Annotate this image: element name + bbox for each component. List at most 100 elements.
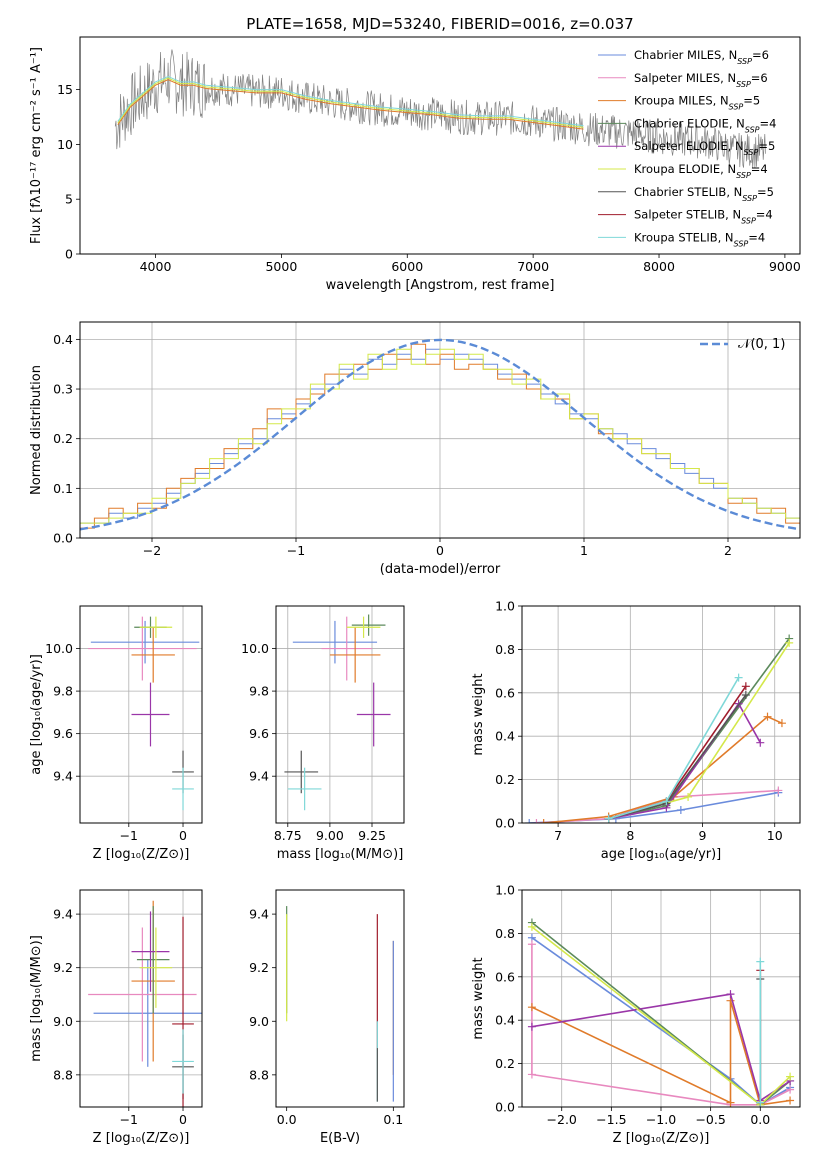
x-tick-label: 0.0 (277, 1112, 297, 1127)
data-point (527, 1070, 536, 1079)
x-tick-label: 8 (626, 828, 634, 843)
y-tick-label: 10.0 (45, 641, 73, 656)
model-fit-line (117, 79, 584, 130)
x-tick-label: −1 (287, 543, 305, 558)
axes-frame (521, 605, 801, 824)
y-tick-label: 10.0 (241, 641, 269, 656)
errorbar-point (93, 959, 202, 1067)
data-point (726, 1098, 735, 1107)
x-tick-label: 8000 (643, 259, 675, 274)
y-tick-label: 0.8 (495, 926, 515, 941)
data-point (527, 922, 536, 931)
x-tick-label: −1 (120, 828, 138, 843)
errorbar-point (131, 627, 175, 683)
legend-label: Kroupa MILES, NSSP=5 (634, 94, 760, 112)
legend-label: Chabrier MILES, NSSP=6 (634, 48, 769, 66)
legend-label: Salpeter ELODIE, NSSP=5 (634, 139, 775, 157)
series-line (608, 642, 790, 820)
x-tick-label: 10 (767, 828, 783, 843)
data-point (734, 673, 743, 682)
data-point (532, 819, 541, 823)
x-axis-label: (data-model)/error (380, 562, 501, 577)
y-tick-label: 0.2 (495, 1056, 515, 1071)
x-tick-label: 4000 (140, 259, 172, 274)
errorbar-point (292, 620, 378, 664)
data-point (726, 990, 735, 999)
panel-mass-vs-EBV: 0.0 0.1 8.8 9.0 9.2 9.4 E(B-V) (249, 889, 405, 1146)
x-tick-label: 9.00 (316, 828, 344, 843)
y-tick-label: 9.4 (249, 907, 269, 922)
errorbar-point (172, 767, 194, 811)
plot-area-residuals (80, 338, 800, 538)
y-tick-label: 9.0 (249, 1014, 269, 1029)
panel-age-vs-mass: 8.75 9.00 9.25 9.4 9.6 9.8 10.0 mass [log₁₀(M/M… (241, 605, 405, 862)
y-tick-label: 0.4 (495, 1013, 515, 1028)
errorbar-point (172, 1029, 194, 1094)
data-point (684, 792, 693, 801)
y-tick-label: 15 (57, 82, 73, 97)
legend-label: Chabrier ELODIE, NSSP=4 (634, 116, 776, 133)
x-tick-label: 9000 (769, 259, 801, 274)
normal-curve (80, 338, 800, 531)
panel-massweight-vs-age: 7 8 9 10 0.0 0.2 0.4 0.6 0.8 1.0 age [log₁₀(age/yr… (471, 599, 801, 862)
legend-label: 𝒩(0, 1) (738, 337, 785, 352)
errorbar-point (139, 927, 173, 1008)
x-axis-label: Z [log₁₀(Z/Z⊙)] (93, 1131, 190, 1146)
axes-frame (79, 605, 203, 824)
errorbar-point (88, 927, 197, 1062)
axes-frame (275, 889, 405, 1108)
x-tick-label: 8.75 (274, 828, 302, 843)
x-axis-label: mass [log₁₀(M/M⊙)] (277, 847, 404, 862)
errorbar-point (284, 750, 319, 794)
legend-label: Kroupa ELODIE, NSSP=4 (634, 162, 768, 180)
data-point (786, 1072, 795, 1081)
y-tick-label: 8.8 (53, 1067, 73, 1082)
x-tick-label: 7000 (517, 259, 549, 274)
data-point (539, 819, 548, 823)
series-line (531, 937, 791, 1106)
x-tick-label: 9 (699, 828, 707, 843)
y-tick-label: 9.8 (53, 684, 73, 699)
plot-area-age-vs-mass (284, 614, 391, 811)
data-point (741, 682, 750, 691)
x-tick-label: 2 (724, 543, 732, 558)
histogram-step (80, 348, 800, 538)
axes-frame (79, 889, 203, 1108)
y-tick-label: 9.2 (53, 960, 73, 975)
y-tick-label: 9.2 (249, 960, 269, 975)
y-tick-label: 0.3 (53, 382, 73, 397)
data-point (786, 1085, 795, 1094)
y-tick-label: 0.4 (495, 729, 515, 744)
x-tick-label: 9.25 (358, 828, 386, 843)
x-tick-label: 0.1 (383, 1112, 403, 1127)
data-point (756, 957, 765, 966)
data-point (604, 814, 613, 823)
data-point (756, 738, 765, 747)
y-tick-label: 9.4 (249, 769, 269, 784)
data-point (741, 690, 750, 699)
x-tick-label: −0.5 (695, 1112, 725, 1127)
legend: Chabrier MILES, NSSP=6 Salpeter MILES, NS… (598, 48, 776, 248)
x-tick-label: −1 (120, 1112, 138, 1127)
y-tick-label: 5 (65, 192, 73, 207)
axes-frame (79, 36, 801, 255)
y-tick-label: 0.0 (53, 531, 73, 546)
data-point (774, 786, 783, 795)
data-point (525, 819, 534, 823)
y-tick-label: 9.4 (53, 769, 73, 784)
plot-area-mass-vs-Z (88, 900, 202, 1107)
plot-area-massweight-vs-age (525, 634, 794, 823)
data-point (785, 638, 794, 647)
x-axis-label: Z [log₁₀(Z/Z⊙)] (613, 1131, 710, 1146)
y-axis-label: Flux [fλ10⁻¹⁷ erg cm⁻² s⁻¹ A⁻¹] (29, 47, 44, 244)
data-point (756, 1098, 765, 1107)
y-tick-label: 0 (65, 247, 73, 262)
model-fit-line (117, 75, 584, 127)
data-point (786, 1096, 795, 1105)
legend-label: Kroupa STELIB, NSSP=4 (634, 230, 765, 248)
series-kroupa-stelib (604, 673, 743, 823)
plot-area-spectrum (114, 49, 766, 168)
y-tick-label: 0.4 (53, 332, 73, 347)
series-line (608, 702, 761, 820)
